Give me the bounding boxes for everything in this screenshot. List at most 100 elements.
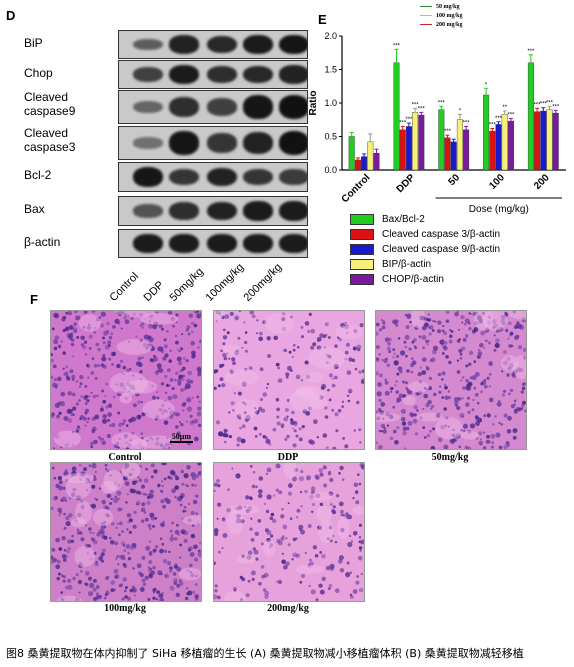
bar [348,136,355,171]
he-texture [376,311,526,449]
legend-item: BIP/β-actin [350,257,500,272]
blot-band [169,97,199,117]
bar [495,124,502,171]
he-stain-image: 50μm [50,310,202,450]
bar [540,110,547,171]
blot-row-label: Bcl-2 [24,168,52,182]
blot-band [207,234,237,253]
bar [418,114,425,171]
significance-label: *** [507,112,515,118]
panel-d-letter: D [6,8,16,23]
blot-band [207,98,237,116]
bar [405,126,412,171]
top-legend-label: 200 mg/kg [436,21,463,28]
blot-band [133,100,163,114]
legend-label: Cleaved caspase 9/β-actin [382,244,501,255]
blot-row-label: BiP [24,36,43,50]
significance-label: *** [463,120,471,126]
blot-band [169,168,199,186]
he-texture [214,311,364,449]
x-tick-label: Control [340,172,373,205]
bar [399,129,406,171]
blot-band [207,35,237,54]
legend-label: BIP/β-actin [382,259,432,270]
legend-item: Bax/Bcl-2 [350,212,500,227]
blot-band [169,65,199,84]
blot-band [279,131,307,155]
legend-label: Cleaved caspase 3/β-actin [382,229,501,240]
y-tick-label: 1.5 [324,65,337,75]
bar [546,109,553,171]
blot-band [243,234,273,253]
legend-item: CHOP/β-actin [350,272,500,287]
significance-label: *** [540,102,548,108]
legend-swatch-icon [350,229,374,240]
bar [507,120,514,171]
blot-strip [118,60,308,89]
top-legend-item: 100 mg/kg [420,11,463,20]
bar [373,153,380,171]
significance-label: *** [444,129,452,135]
blot-band [243,95,273,119]
blot-band [279,65,307,84]
blot-band [243,168,273,186]
significance-label: * [459,108,462,114]
top-legend: 50 mg/kg 100 mg/kg 200 mg/kg [420,2,463,29]
series-legend: Bax/Bcl-2 Cleaved caspase 3/β-actin Cleave… [350,212,500,287]
legend-swatch-icon [350,259,374,270]
significance-label: *** [438,100,446,106]
blot-band [133,166,163,188]
significance-label: *** [546,100,554,106]
he-texture [214,463,364,601]
legend-marker-icon [420,14,432,17]
blot-row-label: β-actin [24,235,61,249]
he-stain-image [213,462,365,602]
blot-band [207,66,237,83]
blot-band [133,67,163,82]
blot-band [279,234,307,253]
blot-band [279,34,307,55]
blot-band [133,234,163,253]
blot-band [169,202,199,220]
blot-strip [118,126,308,160]
legend-item: Cleaved caspase 3/β-actin [350,227,500,242]
top-legend-label: 50 mg/kg [436,3,460,10]
bar [552,112,559,171]
lane-label: 100mg/kg [203,261,247,304]
x-tick-label: 100 [487,172,507,192]
bar [412,112,419,171]
bar [456,119,463,171]
bar [393,62,400,171]
significance-label: *** [393,43,401,49]
he-image-caption: 200mg/kg [267,603,309,614]
bar [361,156,368,171]
dose-label: Dose (mg/kg) [469,204,529,215]
panel-e-letter: E [318,12,327,27]
lane-label: Control [107,270,142,304]
figure-caption: 图8 桑黄提取物在体内抑制了 SiHa 移植瘤的生长 (A) 桑黄提取物减小移植… [6,647,524,660]
he-image-caption: 100mg/kg [104,603,146,614]
top-legend-label: 100 mg/kg [436,12,463,19]
he-image-caption: DDP [277,452,299,463]
he-texture [51,311,201,449]
blot-strip [118,30,308,59]
bar [527,62,534,171]
y-tick-label: 2.0 [324,31,337,41]
blot-band [243,65,273,84]
x-tick-label: 200 [532,172,552,192]
panel-f-letter: F [30,292,38,307]
legend-item: Cleaved caspase 9/β-actin [350,242,500,257]
y-tick-label: 0.5 [324,132,337,142]
blot-row-label: Cleaved caspase3 [24,126,76,154]
significance-label: *** [534,102,542,108]
blot-band [133,38,163,51]
lane-label: DDP [141,279,167,304]
x-tick-label: DDP [395,172,418,195]
legend-marker-icon [420,5,432,8]
blot-band [169,131,199,155]
bar [489,130,496,171]
he-image-caption: Control [108,452,142,463]
legend-label: Bax/Bcl-2 [382,214,425,225]
bar [354,159,361,171]
he-stain-image [213,310,365,450]
